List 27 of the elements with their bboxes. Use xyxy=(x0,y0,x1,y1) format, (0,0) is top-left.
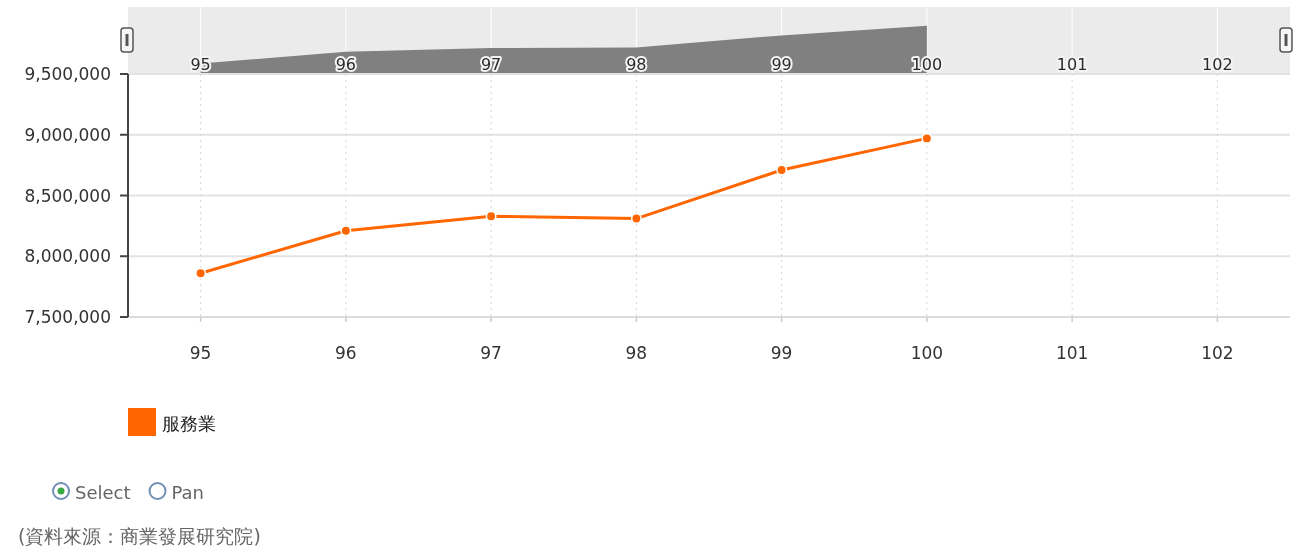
x-tick-label: 100 xyxy=(910,343,944,363)
point xyxy=(195,267,207,279)
x-tick-label: 97 xyxy=(480,343,502,363)
y-tick-label: 9,000,000 xyxy=(24,124,111,145)
y-tick-label: 8,500,000 xyxy=(24,185,111,206)
x-tick-label: 95 xyxy=(190,54,211,74)
x-tick-label: 102 xyxy=(1202,54,1233,74)
y-tick-label: 7,500,000 xyxy=(24,307,111,327)
x-tick-label: 101 xyxy=(1055,343,1089,363)
text: Select xyxy=(75,481,131,503)
text: (資料來源：商業發展研究院) xyxy=(18,525,261,547)
x-tick-label: 100 xyxy=(911,54,943,74)
x-tick-label: 96 xyxy=(335,54,357,74)
y-tick-label: 8,000,000 xyxy=(24,246,111,267)
x-tick-label: 99 xyxy=(770,343,793,363)
text: Pan xyxy=(171,481,205,503)
point xyxy=(921,132,933,144)
x-tick-label: 95 xyxy=(189,343,212,363)
x-tick-label: 98 xyxy=(625,343,648,363)
point xyxy=(485,210,497,222)
x-tick-label: 98 xyxy=(626,54,647,74)
x-tick-label: 96 xyxy=(335,343,357,363)
x-tick-label: 97 xyxy=(480,54,502,74)
x-tick-label: 102 xyxy=(1201,343,1234,363)
x-tick-label: 101 xyxy=(1056,54,1088,74)
y-tick-label: 9,500,000 xyxy=(24,64,111,84)
legend-label: 服務業 xyxy=(162,412,216,434)
